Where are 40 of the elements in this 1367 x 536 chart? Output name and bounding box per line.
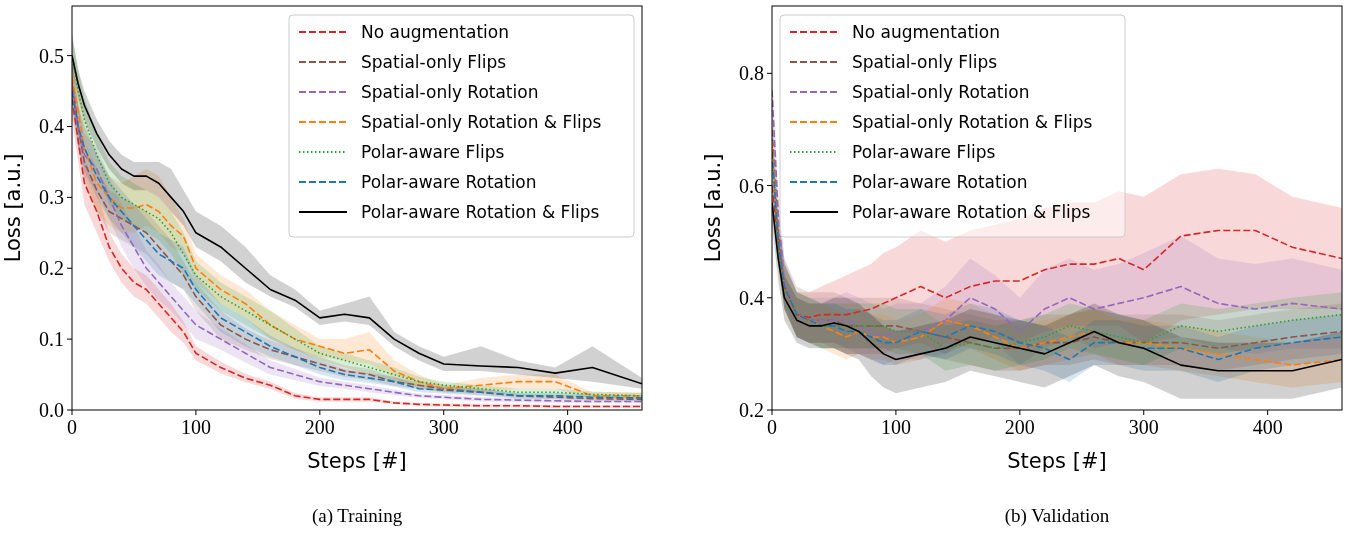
x-tick-label: 100 bbox=[180, 416, 211, 438]
x-tick-label: 0 bbox=[67, 416, 77, 438]
legend-label: No augmentation bbox=[852, 22, 1000, 42]
text: (a) Training bbox=[311, 505, 403, 527]
y-tick-label: 0.5 bbox=[39, 44, 64, 67]
legend-label: Polar-aware Rotation & Flips bbox=[361, 202, 600, 222]
y-tick-label: 0.2 bbox=[39, 257, 64, 280]
y-tick-label: 0.4 bbox=[39, 115, 64, 138]
legend-label: Polar-aware Rotation bbox=[852, 172, 1028, 192]
x-tick-label: 300 bbox=[428, 416, 459, 438]
x-tick-label: 200 bbox=[1004, 416, 1035, 438]
legend-label: Polar-aware Rotation & Flips bbox=[852, 202, 1091, 222]
legend-label: No augmentation bbox=[361, 22, 509, 42]
y-axis-title: Loss [a.u.] bbox=[701, 153, 725, 263]
x-tick-label: 100 bbox=[880, 416, 911, 438]
legend-label: Polar-aware Flips bbox=[852, 142, 996, 162]
y-tick-label: 0.3 bbox=[39, 186, 64, 209]
y-axis-title: Loss [a.u.] bbox=[1, 153, 25, 263]
legend-label: Spatial-only Flips bbox=[361, 52, 507, 72]
y-tick-label: 0.8 bbox=[739, 62, 764, 85]
x-tick-label: 400 bbox=[552, 416, 583, 438]
x-axis-title: Steps [#] bbox=[1007, 449, 1107, 473]
y-tick-label: 0.2 bbox=[739, 399, 764, 421]
legend-label: Spatial-only Rotation & Flips bbox=[852, 112, 1093, 132]
x-tick-label: 300 bbox=[1128, 416, 1159, 438]
x-tick-label: 0 bbox=[767, 416, 777, 438]
x-axis-title: Steps [#] bbox=[307, 449, 407, 473]
x-tick-label: 200 bbox=[304, 416, 335, 438]
y-tick-label: 0.6 bbox=[739, 174, 764, 197]
y-tick-label: 0.1 bbox=[39, 328, 64, 351]
legend-label: Spatial-only Rotation & Flips bbox=[361, 112, 602, 132]
legend-label: Spatial-only Flips bbox=[852, 52, 998, 72]
text: (b) Validation bbox=[1004, 505, 1110, 527]
legend-label: Polar-aware Flips bbox=[361, 142, 505, 162]
legend-label: Polar-aware Rotation bbox=[361, 172, 537, 192]
legend-label: Spatial-only Rotation bbox=[852, 82, 1030, 102]
y-tick-label: 0.4 bbox=[739, 286, 764, 309]
x-tick-label: 400 bbox=[1252, 416, 1283, 438]
y-tick-label: 0.0 bbox=[39, 399, 64, 421]
legend-label: Spatial-only Rotation bbox=[361, 82, 539, 102]
